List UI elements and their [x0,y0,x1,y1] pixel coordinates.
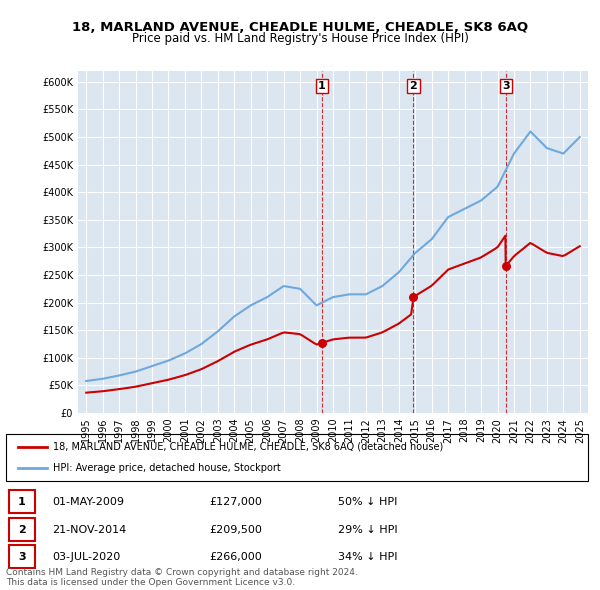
FancyBboxPatch shape [9,490,35,513]
Text: Price paid vs. HM Land Registry's House Price Index (HPI): Price paid vs. HM Land Registry's House … [131,32,469,45]
Text: 03-JUL-2020: 03-JUL-2020 [53,552,121,562]
Text: 1: 1 [318,81,326,91]
Point [409,293,418,302]
Text: 18, MARLAND AVENUE, CHEADLE HULME, CHEADLE, SK8 6AQ: 18, MARLAND AVENUE, CHEADLE HULME, CHEAD… [72,21,528,34]
Text: 34% ↓ HPI: 34% ↓ HPI [338,552,397,562]
Text: 01-MAY-2009: 01-MAY-2009 [53,497,125,507]
Text: 18, MARLAND AVENUE, CHEADLE HULME, CHEADLE, SK8 6AQ (detached house): 18, MARLAND AVENUE, CHEADLE HULME, CHEAD… [53,442,443,452]
Point [501,261,511,271]
Text: 3: 3 [18,552,26,562]
Point [317,338,327,348]
FancyBboxPatch shape [9,518,35,540]
Text: 29% ↓ HPI: 29% ↓ HPI [338,525,397,535]
Text: 3: 3 [502,81,509,91]
Text: 2: 2 [410,81,418,91]
Text: 1: 1 [18,497,26,507]
Text: Contains HM Land Registry data © Crown copyright and database right 2024.
This d: Contains HM Land Registry data © Crown c… [6,568,358,587]
Text: £266,000: £266,000 [210,552,262,562]
Text: £209,500: £209,500 [210,525,263,535]
Text: 2: 2 [18,525,26,535]
Text: HPI: Average price, detached house, Stockport: HPI: Average price, detached house, Stoc… [53,463,280,473]
FancyBboxPatch shape [9,545,35,568]
Text: £127,000: £127,000 [210,497,263,507]
Text: 21-NOV-2014: 21-NOV-2014 [53,525,127,535]
Text: 50% ↓ HPI: 50% ↓ HPI [338,497,397,507]
